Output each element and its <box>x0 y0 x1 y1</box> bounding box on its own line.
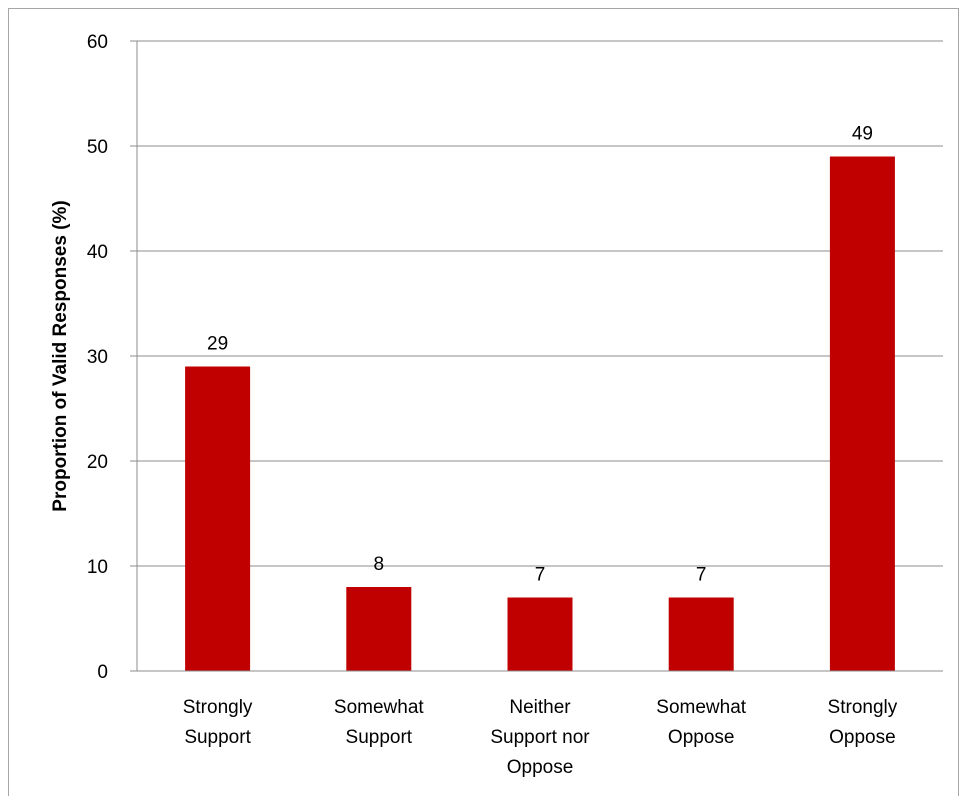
bars <box>185 156 895 671</box>
bar <box>668 597 734 671</box>
y-tick-label: 20 <box>87 452 108 473</box>
chart-frame <box>8 8 959 796</box>
data-label: 7 <box>535 565 546 586</box>
bar <box>185 366 251 671</box>
data-label: 29 <box>207 334 228 355</box>
gridlines <box>130 40 943 672</box>
x-category-labels: Strongly Support Somewhat Support Neither Sup… <box>183 697 898 778</box>
category-label: Neither Support nor Oppose <box>490 697 590 778</box>
y-tick-label: 50 <box>87 137 108 158</box>
data-label: 8 <box>374 554 385 575</box>
category-label: Strongly Support <box>183 697 253 748</box>
category-label: Somewhat Support <box>334 697 424 748</box>
y-tick-label: 10 <box>87 557 108 578</box>
category-label: Somewhat Oppose <box>656 697 746 748</box>
y-tick-label: 40 <box>87 242 108 263</box>
data-label: 49 <box>852 124 873 145</box>
category-label: Strongly Oppose <box>828 697 898 748</box>
data-label: 7 <box>696 565 707 586</box>
bar <box>507 597 573 671</box>
bar <box>829 156 895 671</box>
y-tick-labels: 0 10 20 30 40 50 60 <box>87 32 108 683</box>
y-tick-label: 30 <box>87 347 108 368</box>
bar <box>346 587 412 671</box>
data-labels: 29 8 7 7 49 <box>207 124 873 586</box>
y-tick-label: 60 <box>87 32 108 53</box>
y-axis-title: Proportion of Valid Responses (%) <box>50 200 71 511</box>
y-tick-label: 0 <box>97 662 108 683</box>
